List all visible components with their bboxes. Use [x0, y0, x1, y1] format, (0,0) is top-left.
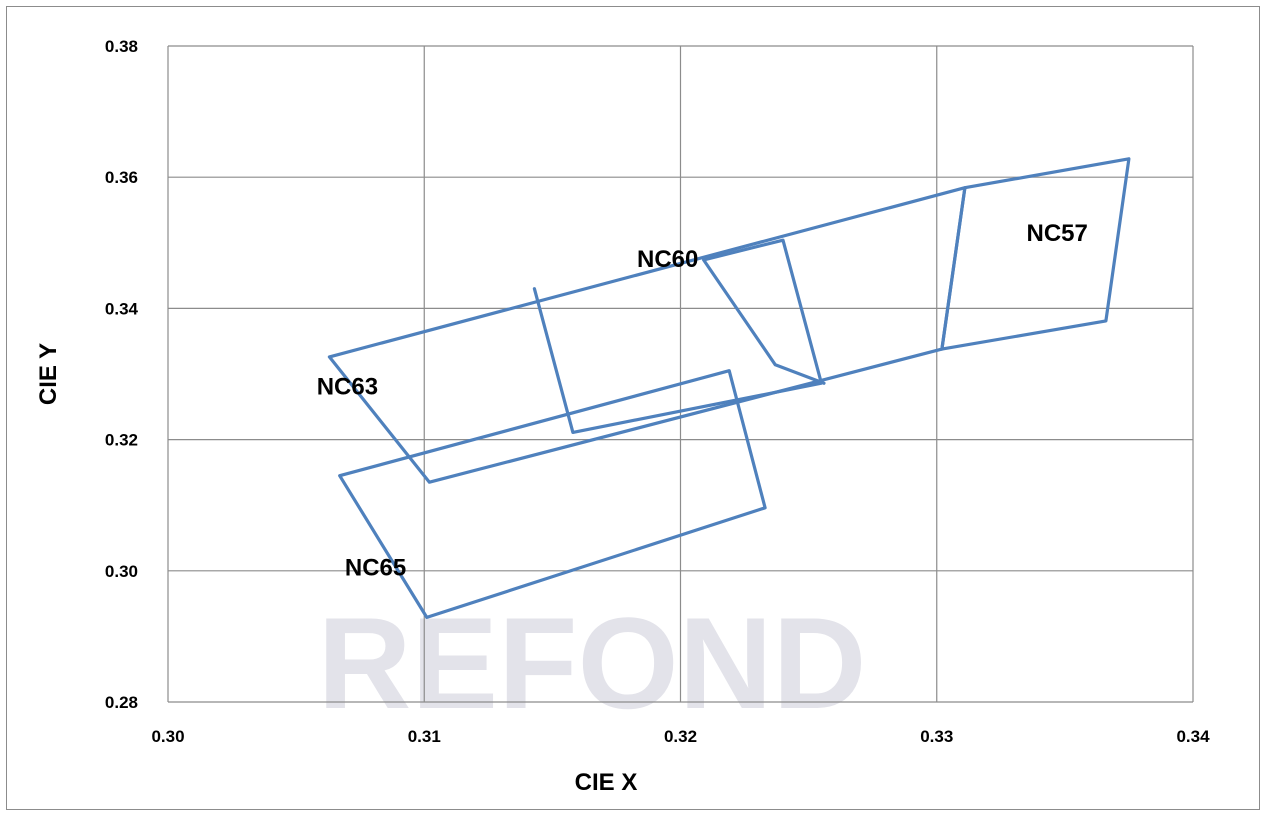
x-axis-title: CIE X [575, 769, 638, 796]
x-tick-label: 0.31 [408, 727, 441, 746]
region-label-nc60: NC60 [637, 246, 698, 273]
series-nc57-outline [940, 157, 1131, 351]
region-label-nc63: NC63 [317, 373, 378, 400]
x-tick-label: 0.30 [151, 727, 184, 746]
y-tick-label: 0.32 [105, 431, 138, 450]
y-tick-label: 0.36 [105, 168, 138, 187]
series-nc60-outline [532, 238, 826, 434]
x-tick-label: 0.33 [920, 727, 953, 746]
y-tick-label: 0.28 [105, 693, 138, 712]
x-tick-label: 0.32 [664, 727, 697, 746]
x-tick-label: 0.34 [1176, 727, 1210, 746]
series-nc65-outline [338, 369, 767, 620]
y-tick-label: 0.34 [105, 299, 139, 318]
region-label-nc57: NC57 [1027, 220, 1088, 247]
series-nc63-outline [327, 186, 967, 484]
y-tick-label: 0.38 [105, 37, 138, 56]
tick-layer: 0.30 0.31 0.32 0.33 0.34 0.28 0.30 0.32 0.34 0.36… [105, 37, 1210, 746]
chart-frame [6, 6, 1260, 810]
annotation-layer: NC57 NC60 NC63 NC65 [317, 220, 1088, 582]
region-label-nc65: NC65 [345, 555, 406, 582]
series-layer [327, 157, 1131, 620]
watermark-text: REFOND [318, 590, 867, 736]
y-axis-title: CIE Y [35, 343, 62, 405]
y-tick-label: 0.30 [105, 562, 138, 581]
